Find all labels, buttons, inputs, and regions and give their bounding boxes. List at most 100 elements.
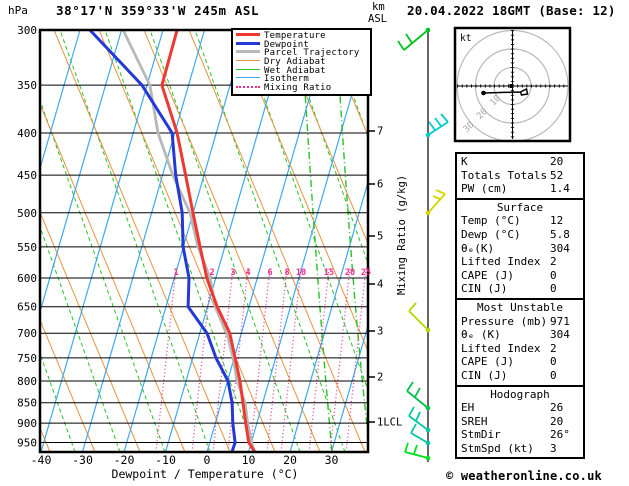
mixing-ratio-line [345,267,367,452]
row-label: θₑ (K) [461,328,501,342]
wet-adiabat-line [59,30,211,452]
pressure-tick-label: 700 [17,327,37,340]
dry-adiabat-line [53,30,231,452]
altitude-axis-unit-km: km [372,1,385,13]
hodograph-panel [453,26,572,143]
stats-table-header: Hodograph [490,387,550,401]
legend-box: Temperature Dewpoint Parcel Trajectory Dry … [231,28,372,96]
wind-barb-icon [406,381,431,411]
legend-item-label: Isotherm [264,74,309,85]
mixing-ratio-label: 1 [173,268,178,278]
row-label: Temp (°C) [461,214,521,228]
row-label: θₑ(K) [461,241,495,255]
dewpoint-curve [88,30,237,452]
row-value: 0 [550,355,557,369]
pressure-tick-label: 650 [17,301,37,314]
row-value: 52 [550,168,564,182]
temp-tick-label: -40 [31,453,52,467]
isotherm-line [247,36,368,452]
km-tick-label: 1LCL [377,417,402,429]
row-label: CIN (J) [461,282,508,296]
wind-barb-icon [397,27,431,51]
stats-table-header: Surface [496,200,544,214]
wind-barb-icon [404,442,431,461]
table-row: Lifted Index 2 [457,255,583,269]
legend-item: Dewpoint [234,40,370,50]
pressure-tick-label: 850 [17,397,37,410]
table-row: CAPE (J) 0 [457,355,583,369]
legend-item-label: Temperature [264,31,326,41]
row-label: EH [461,401,475,415]
hodograph-ring-label: 10 [488,94,503,109]
km-tick-label: 2 [377,372,383,384]
mixing-ratio-line [249,267,271,452]
legend-item-label: Parcel Trajectory [264,48,360,59]
row-label: Pressure (mb) [461,314,548,328]
dry-adiabat-line [98,30,276,452]
pressure-axis-unit: hPa [8,4,28,17]
mixing-ratio-label: 25 [361,268,371,278]
mixing-ratio-line [191,267,213,452]
altitude-axis-unit-asl: ASL [368,13,387,25]
skewt-background-lines [40,30,368,452]
hodograph-trace [483,87,529,96]
table-row: StmDir 26° [457,428,583,442]
row-value: 0 [550,268,557,282]
pressure-tick-label: 350 [17,79,37,92]
x-axis-label: Dewpoint / Temperature (°C) [111,467,299,481]
table-row: StmSpd (kt) 3 [457,442,583,456]
row-value: 12 [550,214,564,228]
wind-barb-icon [410,423,431,446]
pressure-tick-label: 500 [17,207,37,220]
isotherm-line [330,323,368,452]
row-value: 1.4 [550,182,570,196]
stats-table: Hodograph EH 26 SREH 20 StmDir 26° StmSpd (kt) 3 [455,384,585,460]
wet-adiabat-line [40,352,76,452]
pressure-tick-label: 300 [17,24,37,37]
pressure-tick-label: 750 [17,352,37,365]
legend-item: Isotherm [234,75,370,84]
legend-line-sample-icon [236,85,260,88]
legend-line-sample-icon [236,68,260,70]
legend-line-sample-icon [236,60,260,62]
legend-line-sample-icon [236,77,260,79]
wet-adiabat-line [239,30,368,392]
row-value: 20 [550,414,564,428]
wind-barb-icon [425,189,446,216]
table-row: Dewp (°C) 5.8 [457,228,583,242]
table-row: CAPE (J) 0 [457,269,583,283]
table-row: K 20 [457,155,583,169]
hodograph-trace-end [481,90,486,96]
dry-adiabat-line [40,318,96,452]
mixing-ratio-axis-label: Mixing Ratio (g/kg) [396,174,408,295]
pressure-tick-label: 800 [17,375,37,388]
row-label: CIN (J) [461,368,508,382]
table-row: SREH 20 [457,415,583,429]
isotherm-line [289,180,368,452]
wet-adiabat-line [194,30,346,452]
sounding-curves [88,30,257,452]
row-value: 0 [550,368,557,382]
legend-item: Parcel Trajectory [234,49,370,58]
row-label: CAPE (J) [461,268,514,282]
pressure-tick-label: 600 [17,272,37,285]
wet-adiabat-line [104,30,256,452]
pressure-tick-label: 550 [17,241,37,254]
plot-border [38,28,370,454]
station-title: 38°17'N 359°33'W 245m ASL [56,3,260,18]
row-label: Lifted Index [461,341,541,355]
dry-adiabat-line [40,103,186,452]
row-value: 20 [550,155,564,168]
legend-item: Wet Adiabat [234,66,370,76]
row-value: 26° [550,428,570,442]
table-row: θₑ(K) 304 [457,242,583,256]
temperature-curve [160,30,257,452]
km-tick-label: 5 [377,231,383,243]
row-label: Lifted Index [461,255,541,269]
temp-tick-label: -10 [155,453,176,467]
temp-tick-label: -20 [114,453,135,467]
km-tick-label: 3 [377,326,383,338]
km-tick-label: 7 [377,126,383,138]
